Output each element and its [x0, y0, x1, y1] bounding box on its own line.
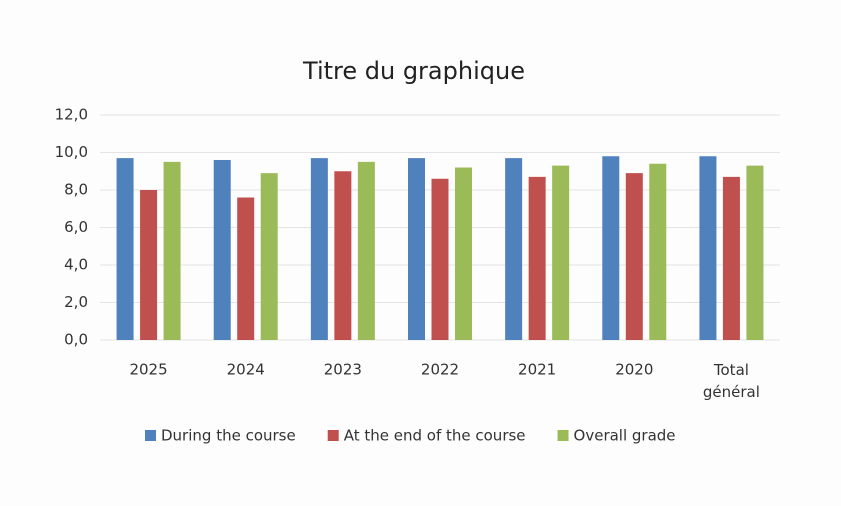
x-tick-label: 2025: [129, 361, 167, 379]
x-tick-label: 2020: [615, 361, 653, 379]
bar: [746, 165, 764, 340]
bar: [552, 165, 570, 340]
bar: [505, 158, 523, 340]
legend-label: At the end of the course: [344, 427, 526, 445]
y-tick-label: 6,0: [64, 218, 88, 236]
bar: [722, 176, 740, 340]
x-tick-label: 2023: [324, 361, 362, 379]
legend-swatch: [557, 430, 569, 441]
y-tick-label: 12,0: [55, 106, 88, 124]
bar: [116, 158, 134, 340]
bar: [334, 171, 352, 340]
y-tick-label: 10,0: [55, 143, 88, 161]
bar: [357, 161, 375, 340]
x-tick-label: 2024: [227, 361, 265, 379]
y-tick-label: 8,0: [64, 181, 88, 199]
legend-label: During the course: [161, 427, 296, 445]
y-tick-label: 4,0: [64, 256, 88, 274]
legend-swatch: [145, 430, 156, 441]
bar: [649, 163, 667, 340]
x-tick-label: Total général: [703, 361, 760, 401]
legend-swatch: [327, 430, 339, 441]
x-tick-label: 2022: [421, 361, 459, 379]
bar: [213, 160, 231, 340]
bar: [625, 173, 643, 340]
bar: [408, 158, 425, 340]
bar: [163, 161, 181, 340]
bar: [140, 190, 158, 340]
bar: [431, 178, 449, 340]
bar: [455, 167, 472, 340]
legend-label: Overall grade: [574, 427, 676, 445]
bar: [260, 173, 278, 340]
bar: [310, 158, 328, 340]
chart-title: Titre du graphique: [302, 57, 525, 85]
y-tick-label: 2,0: [64, 293, 88, 311]
bar: [237, 197, 255, 340]
y-tick-label: 0,0: [64, 331, 88, 349]
x-tick-label: 2021: [518, 361, 556, 379]
bar: [699, 156, 717, 340]
bar: [602, 156, 620, 340]
bar: [528, 176, 546, 340]
